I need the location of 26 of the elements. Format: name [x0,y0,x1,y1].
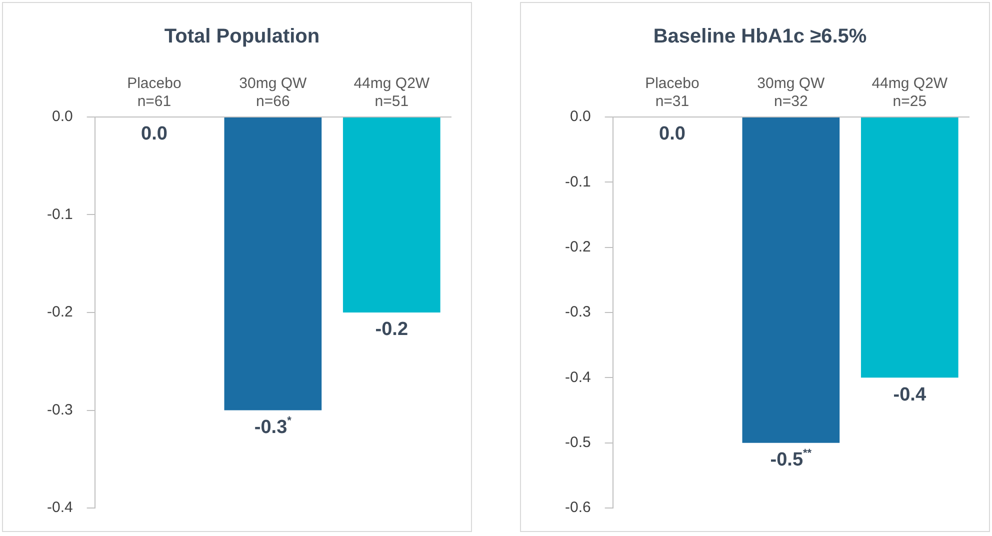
x-tick-label: 44mg Q2W n=51 [354,75,430,110]
y-tick-label: 0.0 [570,108,591,126]
data-label: 0.0 [141,124,168,145]
x-tick-label: Placebo n=61 [127,75,182,110]
y-tick-label: -0.2 [46,304,73,321]
data-label: -0.3* [254,414,292,438]
x-tick-label: 30mg QW n=66 [239,75,308,110]
y-tick-label: -0.6 [564,499,591,516]
data-label: -0.5** [770,447,812,471]
y-tick-label: -0.4 [46,499,73,516]
x-tick-label: 44mg Q2W n=25 [872,75,948,110]
x-tick-label: 30mg QW n=32 [757,75,826,110]
data-label: -0.4 [893,384,926,406]
chart-title: Total Population [164,26,320,48]
y-tick-label: -0.3 [564,304,591,321]
data-label: 0.0 [659,124,686,145]
x-tick-label: Placebo n=31 [645,75,700,110]
y-tick-label: -0.5 [564,434,591,451]
y-tick-label: 0.0 [52,108,73,126]
y-tick-label: -0.3 [46,401,73,418]
y-tick-label: -0.4 [564,368,591,386]
y-tick-label: -0.2 [564,238,591,256]
data-label: -0.2 [375,319,408,340]
y-tick-label: -0.1 [46,206,73,223]
chart-title: Baseline HbA1c ≥6.5% [653,26,867,48]
y-tick-label: -0.1 [564,173,591,190]
